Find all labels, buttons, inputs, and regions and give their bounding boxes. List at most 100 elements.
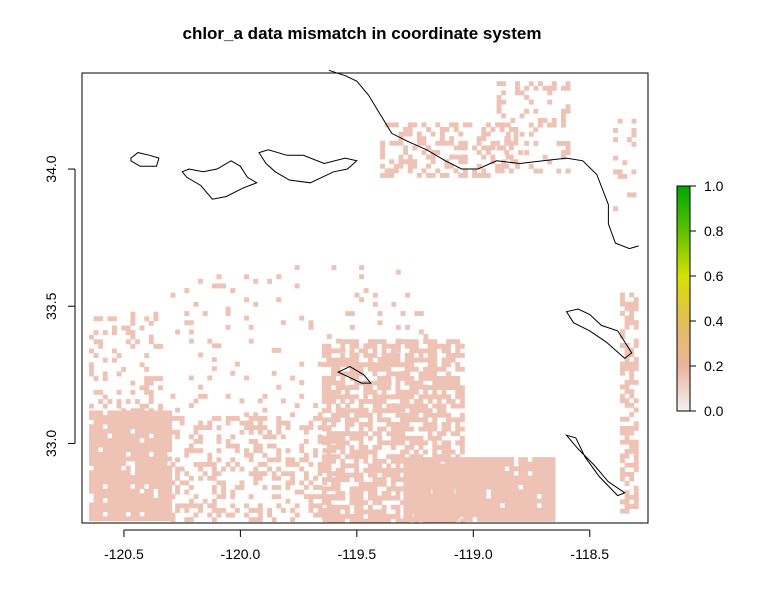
chlor-a-cell bbox=[358, 477, 364, 483]
chlor-a-cell bbox=[130, 451, 136, 457]
chlor-a-cell bbox=[148, 334, 154, 340]
chlor-a-cell bbox=[495, 507, 501, 513]
chlor-a-cell bbox=[426, 503, 432, 508]
chlor-a-cell bbox=[153, 419, 159, 425]
chlor-a-cell bbox=[404, 343, 410, 349]
chlor-a-cell bbox=[267, 508, 272, 513]
chlor-a-cell bbox=[98, 474, 104, 480]
chlor-a-cell bbox=[216, 425, 222, 431]
chlor-a-cell bbox=[624, 499, 630, 505]
chlor-a-cell bbox=[188, 338, 194, 344]
chlor-a-cell bbox=[459, 366, 465, 372]
chlor-a-cell bbox=[135, 451, 140, 457]
chlor-a-cell bbox=[427, 435, 433, 441]
chlor-a-cell bbox=[624, 320, 630, 325]
chlor-a-cell bbox=[629, 292, 635, 298]
chlor-a-cell bbox=[423, 370, 429, 376]
chlor-a-cell bbox=[541, 489, 547, 495]
chlor-a-cell bbox=[435, 512, 441, 518]
chlor-a-cell bbox=[130, 438, 136, 443]
chlor-a-cell bbox=[413, 514, 419, 519]
chlor-a-cell bbox=[550, 516, 556, 522]
chlor-a-cell bbox=[354, 468, 359, 473]
chlor-a-cell bbox=[116, 424, 122, 430]
chlor-a-cell bbox=[622, 160, 628, 166]
chlor-a-cell bbox=[436, 343, 442, 349]
chlor-a-cell bbox=[139, 479, 145, 485]
chlor-a-cell bbox=[354, 514, 359, 519]
legend-tick-label: 0.0 bbox=[704, 403, 724, 419]
chlor-a-cell bbox=[340, 449, 346, 455]
chlor-a-cell bbox=[455, 440, 461, 446]
chlor-a-cell bbox=[121, 507, 127, 512]
chlor-a-cell bbox=[89, 366, 94, 372]
chlor-a-cell bbox=[354, 491, 359, 496]
chlor-a-cell bbox=[421, 136, 427, 142]
chlor-a-cell bbox=[459, 403, 465, 409]
chlor-a-cell bbox=[158, 442, 163, 448]
chlor-a-cell bbox=[435, 493, 441, 499]
chlor-a-cell bbox=[216, 343, 222, 349]
chlor-a-cell bbox=[440, 466, 446, 472]
chlor-a-cell bbox=[340, 491, 346, 496]
chlor-a-cell bbox=[244, 297, 249, 303]
chlor-a-cell bbox=[211, 498, 217, 504]
chlor-a-cell bbox=[299, 480, 305, 486]
chlor-a-cell bbox=[107, 451, 113, 457]
chlor-a-cell bbox=[550, 489, 556, 495]
chlor-a-cell bbox=[477, 480, 482, 485]
chlor-a-cell bbox=[153, 511, 159, 517]
chlor-a-cell bbox=[170, 517, 176, 523]
chlor-a-cell bbox=[624, 425, 630, 431]
chlor-a-cell bbox=[345, 403, 351, 408]
chlor-a-cell bbox=[495, 503, 501, 508]
chlor-a-cell bbox=[467, 507, 473, 513]
chlor-a-cell bbox=[449, 512, 455, 518]
chlor-a-cell bbox=[372, 477, 378, 483]
chlor-a-cell bbox=[121, 366, 127, 372]
chlor-a-cell bbox=[340, 407, 346, 413]
chlor-a-cell bbox=[523, 461, 528, 467]
chlor-a-cell bbox=[631, 192, 637, 198]
chlor-a-cell bbox=[98, 415, 104, 420]
chlor-a-cell bbox=[253, 517, 259, 523]
chlor-a-cell bbox=[377, 435, 382, 441]
chlor-a-cell bbox=[170, 480, 176, 486]
chlor-a-cell bbox=[116, 516, 122, 522]
chlor-a-cell bbox=[358, 422, 364, 427]
chlor-a-cell bbox=[432, 348, 438, 354]
chlor-a-cell bbox=[386, 518, 392, 524]
chlor-a-cell bbox=[144, 366, 150, 372]
chlor-a-cell bbox=[418, 399, 424, 404]
chlor-a-cell bbox=[431, 503, 436, 508]
chlor-a-cell bbox=[633, 490, 639, 496]
chlor-a-cell bbox=[317, 425, 323, 431]
chlor-a-cell bbox=[340, 353, 346, 358]
chlor-a-cell bbox=[403, 127, 408, 132]
chlor-a-cell bbox=[308, 420, 314, 426]
chlor-a-cell bbox=[513, 127, 519, 132]
chlor-a-cell bbox=[271, 370, 277, 376]
chlor-a-cell bbox=[294, 489, 300, 495]
chlor-a-cell bbox=[518, 503, 524, 508]
chlor-a-cell bbox=[449, 503, 455, 508]
chlor-a-cell bbox=[326, 362, 332, 368]
chlor-a-cell bbox=[148, 394, 154, 400]
chlor-a-cell bbox=[225, 416, 231, 421]
chlor-a-cell bbox=[490, 480, 496, 485]
chlor-a-cell bbox=[523, 484, 528, 490]
chlor-a-cell bbox=[390, 435, 396, 441]
chlor-a-cell bbox=[486, 503, 492, 508]
chlor-a-cell bbox=[426, 507, 432, 513]
chlor-a-cell bbox=[495, 498, 501, 504]
chlor-a-cell bbox=[153, 502, 159, 508]
chlor-a-cell bbox=[547, 90, 553, 96]
chlor-a-cell bbox=[130, 316, 136, 322]
chlor-a-cell bbox=[504, 484, 510, 490]
chlor-a-cell bbox=[403, 484, 409, 490]
chlor-a-cell bbox=[125, 428, 131, 434]
chlor-a-cell bbox=[620, 310, 625, 316]
chlor-a-cell bbox=[408, 470, 413, 476]
chlor-a-cell bbox=[409, 445, 415, 450]
chlor-a-cell bbox=[624, 453, 630, 459]
